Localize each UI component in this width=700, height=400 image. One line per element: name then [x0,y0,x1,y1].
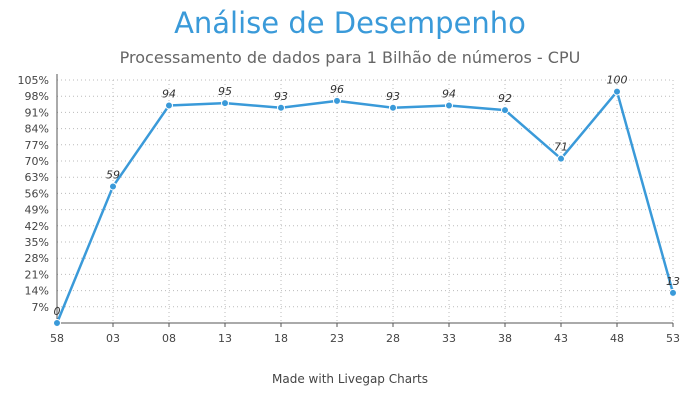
y-tick-label: 63% [25,171,49,184]
data-label: 71 [554,141,568,154]
x-tick-label: 18 [274,332,288,345]
y-tick-label: 42% [25,220,49,233]
y-tick-label: 21% [25,268,49,281]
y-tick-label: 77% [25,139,49,152]
data-label: 96 [330,83,344,96]
chart-subtitle: Processamento de dados para 1 Bilhão de … [119,48,581,67]
x-tick-label: 48 [610,332,624,345]
x-tick-label: 38 [498,332,512,345]
data-point [165,101,173,110]
x-tick-label: 23 [330,332,344,345]
data-point [669,288,677,297]
data-point [221,99,229,108]
x-tick-label: 43 [554,332,568,345]
y-tick-label: 14% [25,285,49,298]
x-tick-label: 53 [666,332,680,345]
data-label: 95 [218,85,232,98]
data-label: 93 [386,90,400,103]
data-point [109,182,117,191]
x-tick-label: 08 [162,332,176,345]
data-label: 94 [162,87,176,100]
y-tick-label: 84% [25,123,49,136]
data-label: 92 [498,92,512,105]
x-tick-label: 58 [50,332,64,345]
x-tick-label: 03 [106,332,120,345]
data-label: 93 [274,90,288,103]
series-line [55,90,675,324]
x-tick-label: 33 [442,332,456,345]
y-tick-label: 70% [25,155,49,168]
data-point [613,87,621,96]
y-tick-label: 7% [32,301,49,314]
data-point [501,106,509,115]
x-tick-label: 28 [386,332,400,345]
y-tick-label: 91% [25,106,49,119]
y-tick-label: 56% [25,187,49,200]
y-tick-label: 105% [18,74,49,87]
data-point [277,103,285,112]
data-label: 13 [666,275,680,288]
data-point [557,154,565,163]
y-tick-label: 35% [25,236,49,249]
data-point [53,319,61,327]
chart-footer-credit: Made with Livegap Charts [272,372,428,386]
data-label: 0 [54,305,61,318]
chart-title: Análise de Desempenho [174,6,526,40]
data-point [333,96,341,105]
data-label: 59 [106,168,120,181]
data-point [445,101,453,110]
data-label: 94 [442,87,456,100]
data-point [389,103,397,112]
data-label: 100 [607,74,628,87]
y-tick-label: 28% [25,252,49,265]
y-tick-label: 98% [25,90,49,103]
y-tick-label: 49% [25,204,49,217]
x-tick-label: 13 [218,332,232,345]
